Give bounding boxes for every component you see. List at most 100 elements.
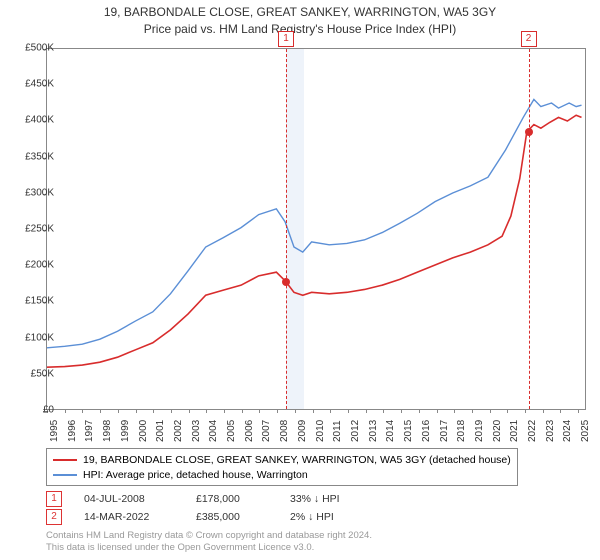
ylabel: £200K bbox=[14, 260, 54, 271]
xlabel: 2014 bbox=[385, 420, 396, 442]
xtick bbox=[401, 409, 402, 413]
legend-swatch-hpi bbox=[53, 474, 77, 476]
event-date-2: 14-MAR-2022 bbox=[84, 511, 174, 523]
event-diff-2: 2% ↓ HPI bbox=[290, 511, 370, 523]
xlabel: 2018 bbox=[456, 420, 467, 442]
event-price-2: £385,000 bbox=[196, 511, 268, 523]
xlabel: 1995 bbox=[49, 420, 60, 442]
xlabel: 2007 bbox=[261, 420, 272, 442]
xtick bbox=[560, 409, 561, 413]
event-row-1: 1 04-JUL-2008 £178,000 33% ↓ HPI bbox=[46, 490, 370, 508]
xtick bbox=[383, 409, 384, 413]
xtick bbox=[313, 409, 314, 413]
footer: Contains HM Land Registry data © Crown c… bbox=[46, 530, 372, 554]
xlabel: 2011 bbox=[332, 420, 343, 442]
plot-area: 12 bbox=[46, 48, 586, 410]
series-property bbox=[47, 115, 582, 367]
ylabel: £350K bbox=[14, 151, 54, 162]
xlabel: 1999 bbox=[120, 420, 131, 442]
footer-line-2: This data is licensed under the Open Gov… bbox=[46, 542, 372, 554]
events-table: 1 04-JUL-2008 £178,000 33% ↓ HPI 2 14-MA… bbox=[46, 490, 370, 526]
xtick bbox=[419, 409, 420, 413]
xtick bbox=[277, 409, 278, 413]
event-row-2: 2 14-MAR-2022 £385,000 2% ↓ HPI bbox=[46, 508, 370, 526]
xlabel: 2023 bbox=[545, 420, 556, 442]
xlabel: 2008 bbox=[279, 420, 290, 442]
ylabel: £500K bbox=[14, 43, 54, 54]
series-svg bbox=[47, 49, 585, 409]
event-dot-1 bbox=[282, 278, 290, 286]
xlabel: 2015 bbox=[403, 420, 414, 442]
xlabel: 2006 bbox=[244, 420, 255, 442]
event-diff-1: 33% ↓ HPI bbox=[290, 493, 370, 505]
legend-label-hpi: HPI: Average price, detached house, Warr… bbox=[83, 469, 308, 481]
xtick bbox=[330, 409, 331, 413]
event-marker-box-2: 2 bbox=[521, 31, 537, 47]
ylabel: £50K bbox=[14, 368, 54, 379]
title-line-1: 19, BARBONDALE CLOSE, GREAT SANKEY, WARR… bbox=[0, 4, 600, 21]
legend-swatch-property bbox=[53, 459, 77, 461]
event-marker-box-1: 1 bbox=[278, 31, 294, 47]
xtick bbox=[543, 409, 544, 413]
xlabel: 2020 bbox=[492, 420, 503, 442]
chart-container: 19, BARBONDALE CLOSE, GREAT SANKEY, WARR… bbox=[0, 0, 600, 560]
event-marker-1: 1 bbox=[46, 491, 62, 507]
xtick bbox=[153, 409, 154, 413]
footer-line-1: Contains HM Land Registry data © Crown c… bbox=[46, 530, 372, 542]
xtick bbox=[206, 409, 207, 413]
xtick bbox=[525, 409, 526, 413]
xlabel: 2005 bbox=[226, 420, 237, 442]
xlabel: 1998 bbox=[102, 420, 113, 442]
xtick bbox=[242, 409, 243, 413]
xlabel: 2000 bbox=[138, 420, 149, 442]
xlabel: 2025 bbox=[580, 420, 591, 442]
xtick bbox=[348, 409, 349, 413]
xtick bbox=[578, 409, 579, 413]
legend-row-property: 19, BARBONDALE CLOSE, GREAT SANKEY, WARR… bbox=[53, 452, 511, 467]
xlabel: 2017 bbox=[439, 420, 450, 442]
legend-label-property: 19, BARBONDALE CLOSE, GREAT SANKEY, WARR… bbox=[83, 454, 511, 466]
xlabel: 2021 bbox=[509, 420, 520, 442]
event-marker-2: 2 bbox=[46, 509, 62, 525]
xtick bbox=[295, 409, 296, 413]
event-vline-1 bbox=[286, 49, 287, 409]
event-price-1: £178,000 bbox=[196, 493, 268, 505]
legend: 19, BARBONDALE CLOSE, GREAT SANKEY, WARR… bbox=[46, 448, 518, 486]
xtick bbox=[224, 409, 225, 413]
ylabel: £0 bbox=[14, 405, 54, 416]
chart-region: 12 bbox=[46, 48, 586, 410]
ylabel: £450K bbox=[14, 79, 54, 90]
xtick bbox=[437, 409, 438, 413]
xtick bbox=[100, 409, 101, 413]
xlabel: 2010 bbox=[315, 420, 326, 442]
xtick bbox=[65, 409, 66, 413]
xlabel: 2022 bbox=[527, 420, 538, 442]
xlabel: 2012 bbox=[350, 420, 361, 442]
xlabel: 2003 bbox=[191, 420, 202, 442]
xtick bbox=[189, 409, 190, 413]
xtick bbox=[366, 409, 367, 413]
ylabel: £150K bbox=[14, 296, 54, 307]
ylabel: £300K bbox=[14, 187, 54, 198]
xtick bbox=[472, 409, 473, 413]
xlabel: 2019 bbox=[474, 420, 485, 442]
ylabel: £400K bbox=[14, 115, 54, 126]
series-hpi bbox=[47, 99, 582, 347]
xtick bbox=[118, 409, 119, 413]
xtick bbox=[507, 409, 508, 413]
xlabel: 2024 bbox=[562, 420, 573, 442]
xlabel: 2013 bbox=[368, 420, 379, 442]
xlabel: 2002 bbox=[173, 420, 184, 442]
ylabel: £100K bbox=[14, 332, 54, 343]
title-line-2: Price paid vs. HM Land Registry's House … bbox=[0, 21, 600, 38]
xtick bbox=[454, 409, 455, 413]
event-dot-2 bbox=[525, 128, 533, 136]
legend-row-hpi: HPI: Average price, detached house, Warr… bbox=[53, 467, 511, 482]
xtick bbox=[171, 409, 172, 413]
ylabel: £250K bbox=[14, 224, 54, 235]
title-block: 19, BARBONDALE CLOSE, GREAT SANKEY, WARR… bbox=[0, 0, 600, 38]
xlabel: 2004 bbox=[208, 420, 219, 442]
event-vline-2 bbox=[529, 49, 530, 409]
xlabel: 1997 bbox=[84, 420, 95, 442]
xtick bbox=[490, 409, 491, 413]
